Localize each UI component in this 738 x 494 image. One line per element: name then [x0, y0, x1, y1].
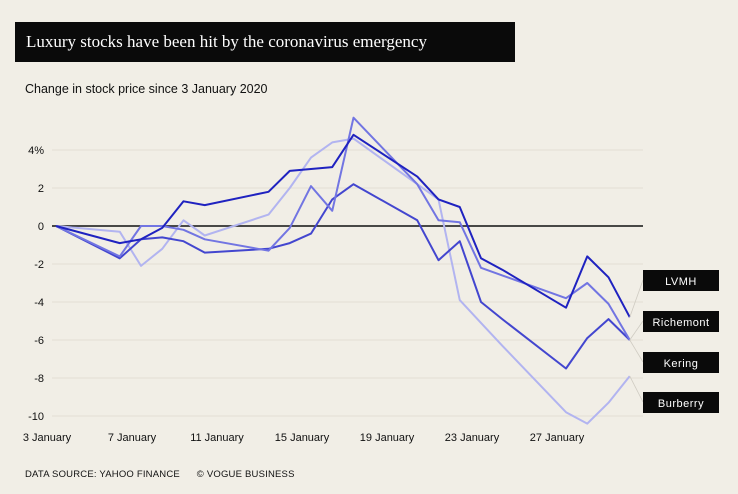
footer: DATA SOURCE: YAHOO FINANCE © VOGUE BUSIN…: [25, 469, 309, 480]
series-line-kering: [55, 183, 631, 370]
credit: © VOGUE BUSINESS: [196, 469, 295, 480]
legend-label-box: [643, 270, 719, 291]
y-tick-label: -2: [34, 259, 44, 271]
x-tick-label: 7 January: [108, 432, 157, 444]
series-line-burberry: [55, 137, 631, 425]
chart-title: Luxury stocks have been hit by the coron…: [15, 22, 515, 62]
series-line-richemont: [55, 116, 631, 341]
legend-label-box: [643, 392, 719, 413]
legend-label-box: [643, 311, 719, 332]
label-connector: [629, 375, 644, 403]
y-tick-label: 4%: [28, 145, 44, 157]
legend-label-lvmh: LVMH: [665, 276, 697, 288]
y-tick-label: 2: [38, 183, 44, 195]
legend-label-burberry: Burberry: [658, 398, 704, 410]
x-tick-label: 23 January: [445, 432, 500, 444]
x-tick-label: 27 January: [530, 432, 585, 444]
label-connector: [629, 320, 644, 341]
legend-label-box: [643, 352, 719, 373]
x-tick-label: 3 January: [23, 432, 72, 444]
legend-label-kering: Kering: [664, 358, 699, 370]
series-line-lvmh: [55, 133, 631, 318]
data-source: DATA SOURCE: YAHOO FINANCE: [25, 469, 180, 480]
chart-subtitle: Change in stock price since 3 January 20…: [25, 82, 268, 96]
y-tick-label: 0: [38, 221, 44, 233]
label-connector: [629, 339, 644, 363]
x-tick-label: 11 January: [190, 432, 244, 444]
legend-label-richemont: Richemont: [652, 317, 709, 329]
y-tick-label: -10: [28, 411, 44, 423]
x-tick-label: 15 January: [275, 432, 330, 444]
y-tick-label: -6: [34, 335, 44, 347]
y-tick-label: -8: [34, 373, 44, 385]
label-connector: [629, 279, 644, 318]
x-tick-label: 19 January: [360, 432, 415, 444]
y-tick-label: -4: [34, 297, 44, 309]
